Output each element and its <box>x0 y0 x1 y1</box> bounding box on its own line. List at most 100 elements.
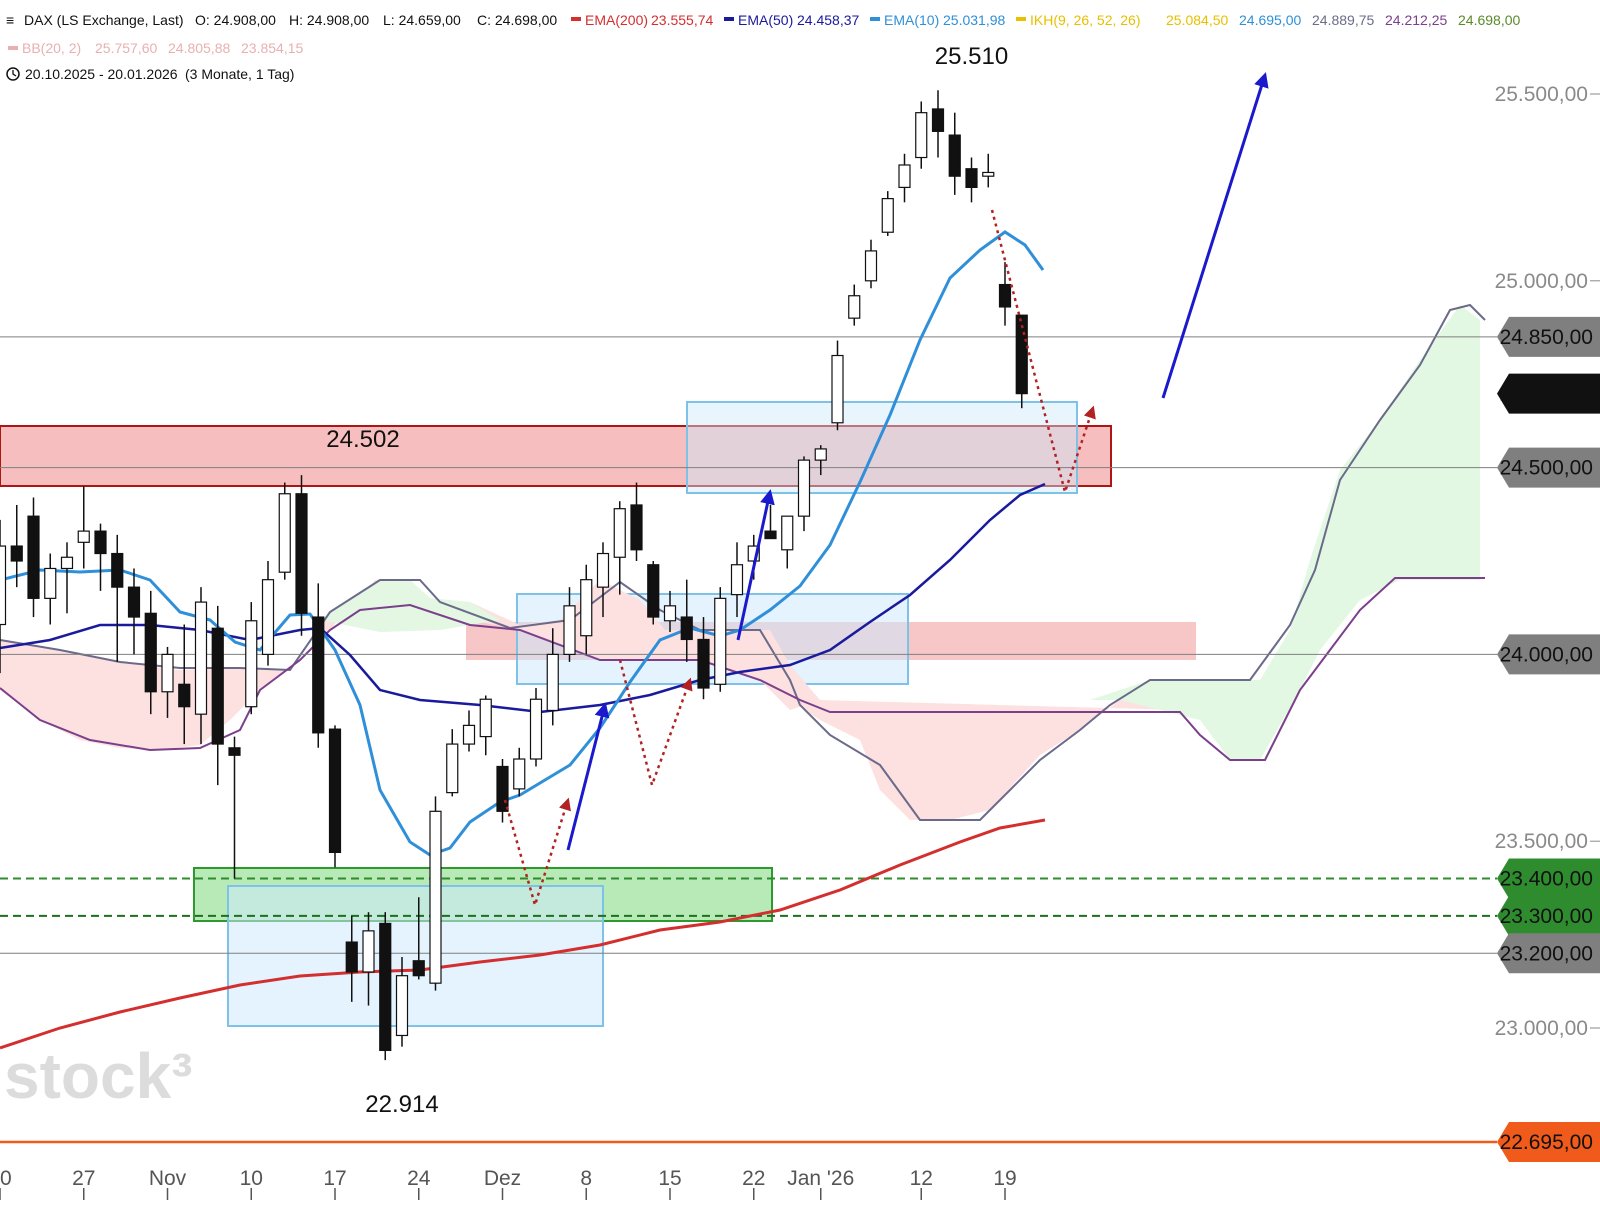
red-dotted-path-1 <box>503 797 571 910</box>
header-item: 25.031,98 <box>943 12 1005 28</box>
candle-bearish <box>27 515 40 599</box>
price-tag-label: 24.000,00 <box>1500 643 1593 666</box>
candle-bullish <box>44 567 57 599</box>
y-axis-label: 25.500,00 <box>1495 83 1588 106</box>
candle-bullish <box>278 493 291 573</box>
price-tag-label: 23.300,00 <box>1500 905 1593 928</box>
candle-bullish <box>663 605 677 622</box>
candle-bullish <box>429 810 442 984</box>
candle-bullish <box>479 698 492 738</box>
candle-bullish <box>864 250 878 282</box>
candle-bullish <box>446 743 459 794</box>
price-tag-label: 24.698,00 <box>1500 383 1593 406</box>
candle-bullish <box>513 758 526 790</box>
x-axis-label: 17 <box>323 1167 346 1190</box>
legend-swatch <box>1016 17 1026 21</box>
x-axis-label: Nov <box>149 1167 187 1190</box>
price-tag-bg <box>1497 316 1600 357</box>
box-blue-high <box>686 401 1078 494</box>
candle-bullish <box>161 653 174 693</box>
date-range-detail: (3 Monate, 1 Tag) <box>185 66 294 82</box>
x-axis-label: 24 <box>407 1167 431 1190</box>
chart-type-icon: ≡ <box>6 12 14 28</box>
header-item: C: 24.698,00 <box>477 12 557 28</box>
x-axis-label: 19 <box>993 1167 1016 1190</box>
candle-bullish <box>982 171 995 177</box>
watermark-logo: stock³ <box>4 1040 193 1112</box>
candle-bearish <box>630 504 643 551</box>
x-axis-label: Jan '26 <box>787 1167 854 1190</box>
x-axis-label: 20 <box>0 1167 12 1190</box>
legend-swatch <box>870 17 880 21</box>
candle-bearish <box>10 545 23 562</box>
ema200-line <box>0 818 1046 1050</box>
header-item: 24.458,37 <box>797 12 859 28</box>
candle-bullish <box>546 653 559 712</box>
candle-bearish <box>312 616 325 734</box>
red-dotted-path-3 <box>990 209 1096 497</box>
box-blue-low <box>227 885 604 1027</box>
candle-bullish <box>245 620 258 708</box>
blue-arrow-1 <box>566 702 610 851</box>
candles-layer <box>0 90 1028 1061</box>
candle-bearish <box>328 728 342 854</box>
candle-bullish <box>881 198 894 233</box>
x-axis-label: 8 <box>580 1167 592 1190</box>
header-item: 23.854,15 <box>241 40 303 56</box>
price-tag-label: 22.695,00 <box>1500 1131 1593 1154</box>
header-item: DAX (LS Exchange, Last) <box>24 12 184 28</box>
arrows-layer <box>503 72 1269 910</box>
candle-bearish <box>965 168 978 189</box>
candle-bullish <box>395 975 409 1037</box>
price-tag-label: 24.850,00 <box>1500 326 1593 349</box>
header-item: EMA(10) <box>884 12 939 28</box>
candle-bullish <box>362 930 375 973</box>
header-item: EMA(200) <box>585 12 648 28</box>
candle-bearish <box>379 922 392 1052</box>
cloud-fill-green-right <box>1090 305 1480 760</box>
header-item: BB(20, 2) <box>22 40 81 56</box>
header-item: O: 24.908,00 <box>195 12 276 28</box>
candle-bullish <box>261 579 275 655</box>
candle-bearish <box>144 612 157 693</box>
price-tag-bg <box>1497 447 1600 488</box>
candle-bearish <box>345 941 358 973</box>
price-tag-bg <box>1497 895 1600 936</box>
candle-bullish <box>580 579 593 637</box>
candle-bullish <box>848 295 861 319</box>
candle-bearish <box>111 552 124 588</box>
text-layer: 25.500,00 25.000,00 23.500,00 23.000,00 24.8… <box>0 12 1600 1200</box>
candle-bullish <box>194 601 208 715</box>
candle-bearish <box>931 108 945 132</box>
header-item: EMA(50) <box>738 12 793 28</box>
red-dotted-path-2 <box>618 659 693 790</box>
candle-bullish <box>60 556 74 570</box>
y-axis-label: 23.000,00 <box>1495 1017 1588 1040</box>
candle-bearish <box>211 627 224 745</box>
header-item: 24.212,25 <box>1385 12 1447 28</box>
header-item: IKH(9, 26, 52, 26) <box>1030 12 1141 28</box>
candle-bullish <box>898 164 911 188</box>
candle-bearish <box>127 586 141 618</box>
candle-bearish <box>680 616 693 641</box>
candle-bearish <box>697 638 710 689</box>
candle-bullish <box>814 448 827 461</box>
price-annotation: 22.914 <box>365 1091 438 1118</box>
price-tag-bg <box>1497 634 1600 675</box>
candle-bearish <box>948 134 961 177</box>
candle-bullish <box>0 545 7 626</box>
candle-bearish <box>496 765 509 812</box>
date-range: 20.10.2025 - 20.01.2026 <box>25 66 178 82</box>
candle-bearish <box>1015 314 1028 395</box>
x-axis-label: 12 <box>910 1167 933 1190</box>
candle-bullish <box>781 515 794 551</box>
header-item: H: 24.908,00 <box>289 12 369 28</box>
y-axis-label: 25.000,00 <box>1495 270 1588 293</box>
clock-hands <box>12 70 17 77</box>
header-item: 24.695,00 <box>1239 12 1301 28</box>
cloud-fill-red-mid <box>790 700 1180 820</box>
candle-bearish <box>998 283 1012 308</box>
x-axis-label: 10 <box>240 1167 263 1190</box>
